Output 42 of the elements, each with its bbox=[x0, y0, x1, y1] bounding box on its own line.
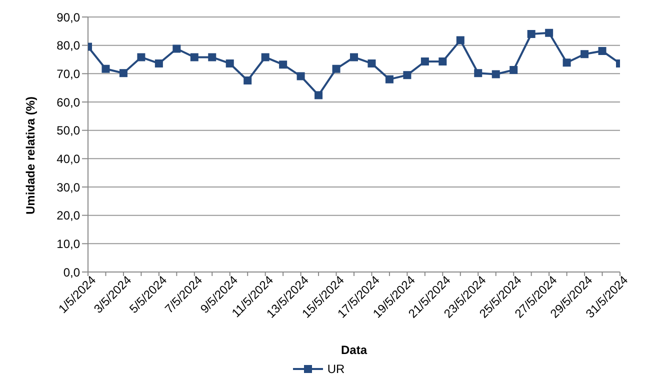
y-tick-label: 70,0 bbox=[56, 66, 80, 81]
point bbox=[208, 53, 216, 62]
point bbox=[456, 36, 464, 44]
y-tick-label: 20,0 bbox=[56, 208, 80, 223]
point bbox=[545, 28, 554, 37]
point bbox=[137, 53, 146, 62]
point bbox=[438, 57, 447, 66]
point bbox=[154, 59, 163, 68]
y-tick-label: 30,0 bbox=[56, 180, 80, 194]
y-tick-label: 40,0 bbox=[56, 152, 80, 166]
point bbox=[580, 50, 589, 58]
point bbox=[474, 69, 482, 78]
y-tick-label: 50,0 bbox=[56, 124, 80, 138]
x-axis-title: Data bbox=[340, 343, 368, 357]
point bbox=[510, 66, 518, 74]
point bbox=[314, 91, 323, 100]
point bbox=[368, 59, 376, 68]
y-tick-label: 0,0 bbox=[63, 265, 80, 280]
point bbox=[190, 53, 198, 62]
point bbox=[350, 53, 358, 62]
point bbox=[102, 64, 110, 73]
point bbox=[261, 53, 270, 62]
y-tick-label: 10,0 bbox=[56, 236, 80, 251]
point bbox=[119, 69, 128, 78]
point bbox=[562, 58, 571, 67]
point bbox=[527, 30, 536, 38]
point bbox=[598, 47, 606, 55]
y-tick-label: 90,0 bbox=[56, 10, 80, 24]
point bbox=[492, 70, 500, 78]
point bbox=[332, 64, 340, 73]
point bbox=[226, 59, 234, 68]
point bbox=[403, 71, 412, 80]
point bbox=[385, 75, 394, 84]
y-tick-label: 60,0 bbox=[56, 95, 80, 110]
point bbox=[279, 60, 288, 69]
point bbox=[244, 76, 252, 84]
point bbox=[172, 44, 181, 53]
y-axis-title: Umidade relativa (%) bbox=[23, 96, 38, 214]
point bbox=[420, 57, 429, 66]
legend-label: UR bbox=[326, 362, 345, 376]
point bbox=[296, 72, 305, 80]
y-tick-label: 80,0 bbox=[56, 38, 80, 53]
